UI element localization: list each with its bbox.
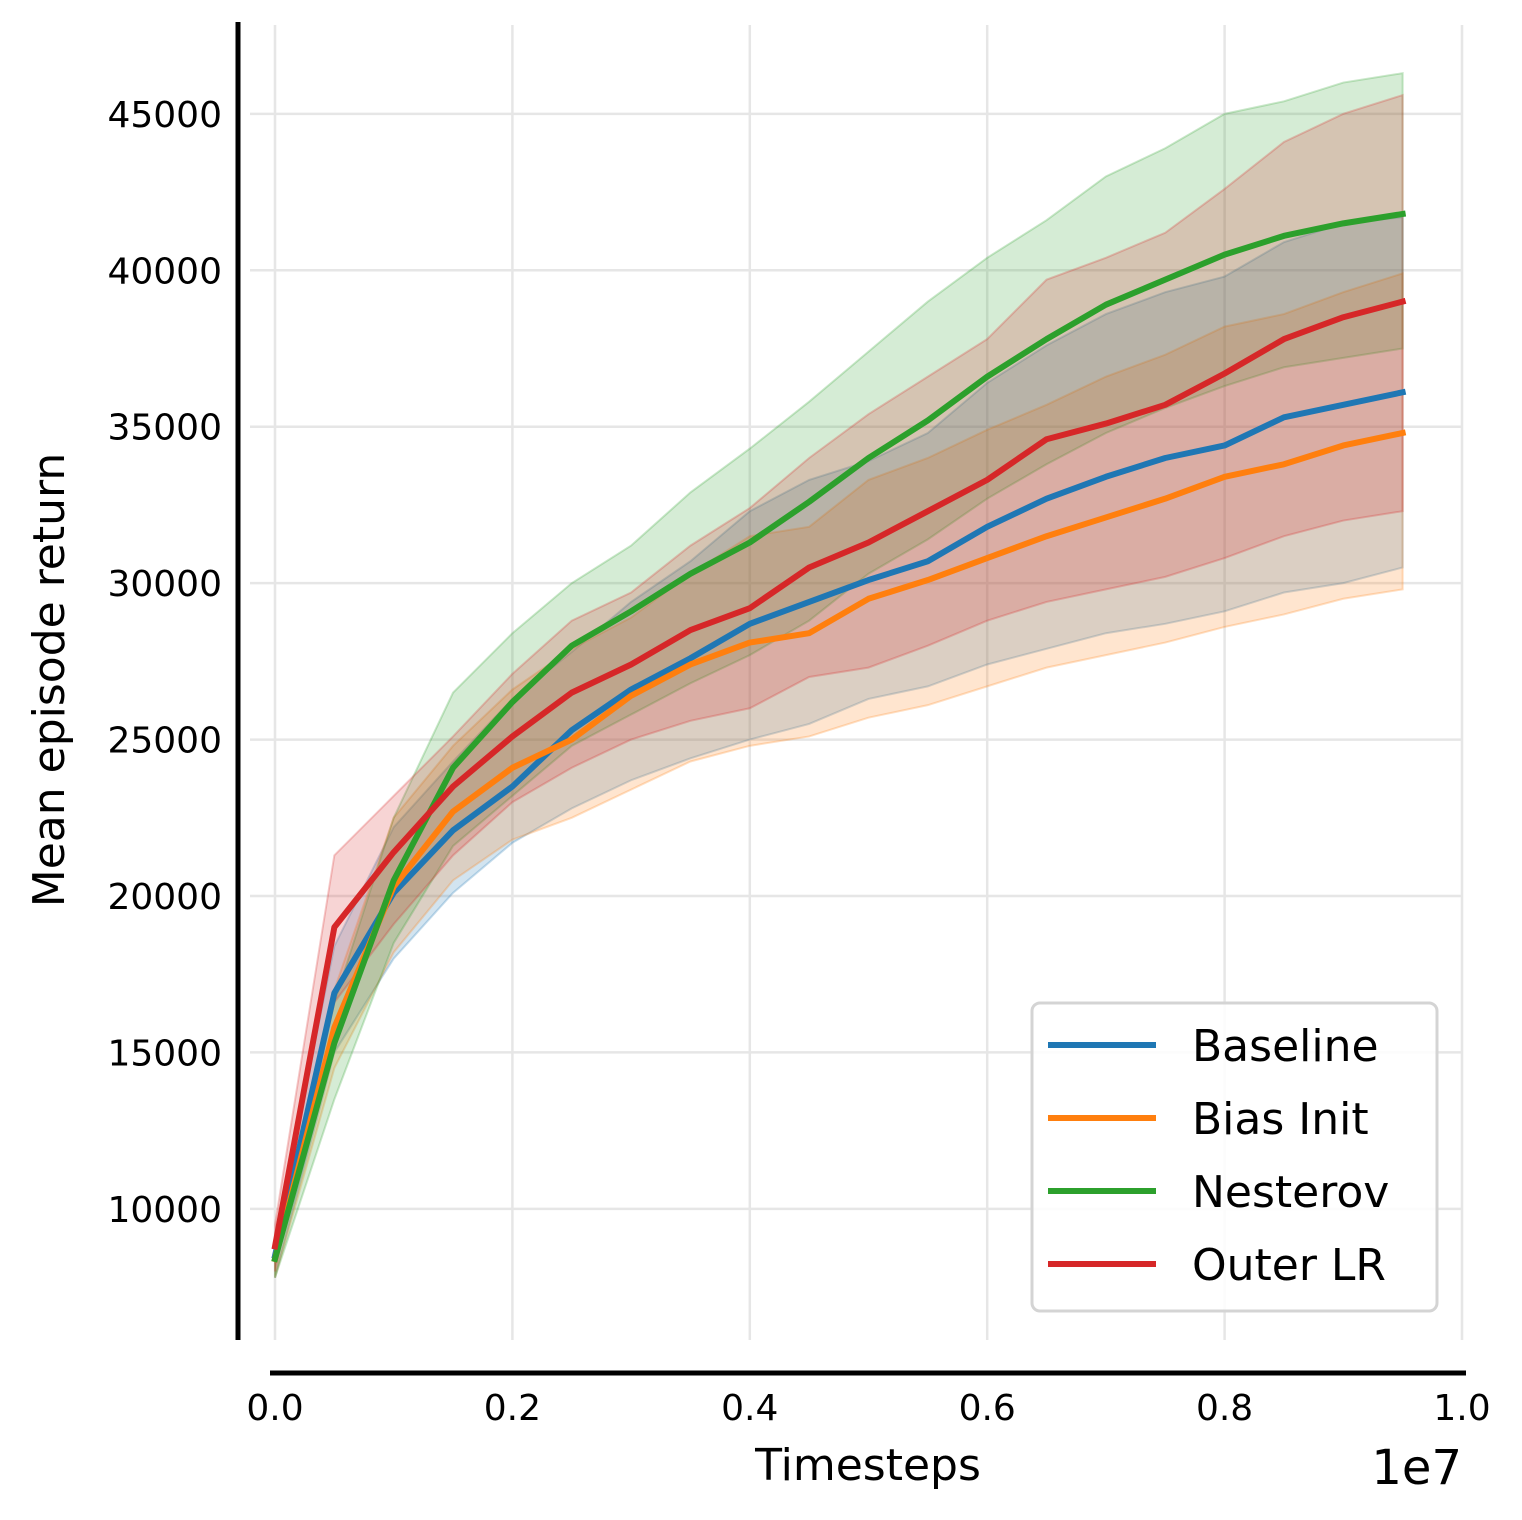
line-outer-lr <box>271 297 1407 1250</box>
y-tick-label: 10000 <box>107 1190 222 1231</box>
grid-lines <box>250 25 1464 1340</box>
legend-label-nesterov: Nesterov <box>1192 1167 1389 1218</box>
line-baseline <box>271 388 1407 1260</box>
series-lines <box>271 210 1407 1263</box>
band-baseline <box>274 215 1404 1278</box>
x-axis-offset-label: 1e7 <box>1371 1440 1462 1496</box>
y-tick-label: 45000 <box>107 95 222 136</box>
x-tick-label: 0.6 <box>959 1388 1016 1429</box>
x-tick-labels: 0.0 0.2 0.4 0.6 0.8 1.0 <box>246 1388 1490 1429</box>
line-nesterov <box>271 210 1407 1263</box>
x-tick-label: 0.8 <box>1196 1388 1253 1429</box>
legend-box <box>1030 1001 1439 1313</box>
x-tick-label: 1.0 <box>1433 1388 1490 1429</box>
legend: Baseline Bias Init Nesterov Outer LR <box>1030 1001 1439 1313</box>
legend-label-bias-init: Bias Init <box>1192 1094 1369 1145</box>
axes <box>235 22 1466 1376</box>
y-tick-label: 40000 <box>107 251 222 292</box>
x-tick-label: 0.2 <box>484 1388 541 1429</box>
y-tick-label: 15000 <box>107 1033 222 1074</box>
x-tick-label: 0.0 <box>246 1388 303 1429</box>
legend-label-baseline: Baseline <box>1192 1021 1379 1072</box>
x-tick-label: 0.4 <box>721 1388 778 1429</box>
y-tick-label: 20000 <box>107 877 222 918</box>
line-bias-init <box>271 429 1407 1263</box>
confidence-bands <box>274 72 1404 1279</box>
x-axis-title: Timesteps <box>754 1440 981 1491</box>
y-tick-labels: 10000 15000 20000 25000 30000 35000 40000 45000 <box>107 95 222 1231</box>
band-outer-lr <box>274 93 1404 1272</box>
y-tick-label: 35000 <box>107 408 222 449</box>
y-axis-title: Mean episode return <box>24 453 75 907</box>
y-tick-label: 30000 <box>107 564 222 605</box>
legend-label-outer-lr: Outer LR <box>1192 1240 1386 1291</box>
y-tick-label: 25000 <box>107 721 222 762</box>
band-nesterov <box>274 72 1404 1279</box>
